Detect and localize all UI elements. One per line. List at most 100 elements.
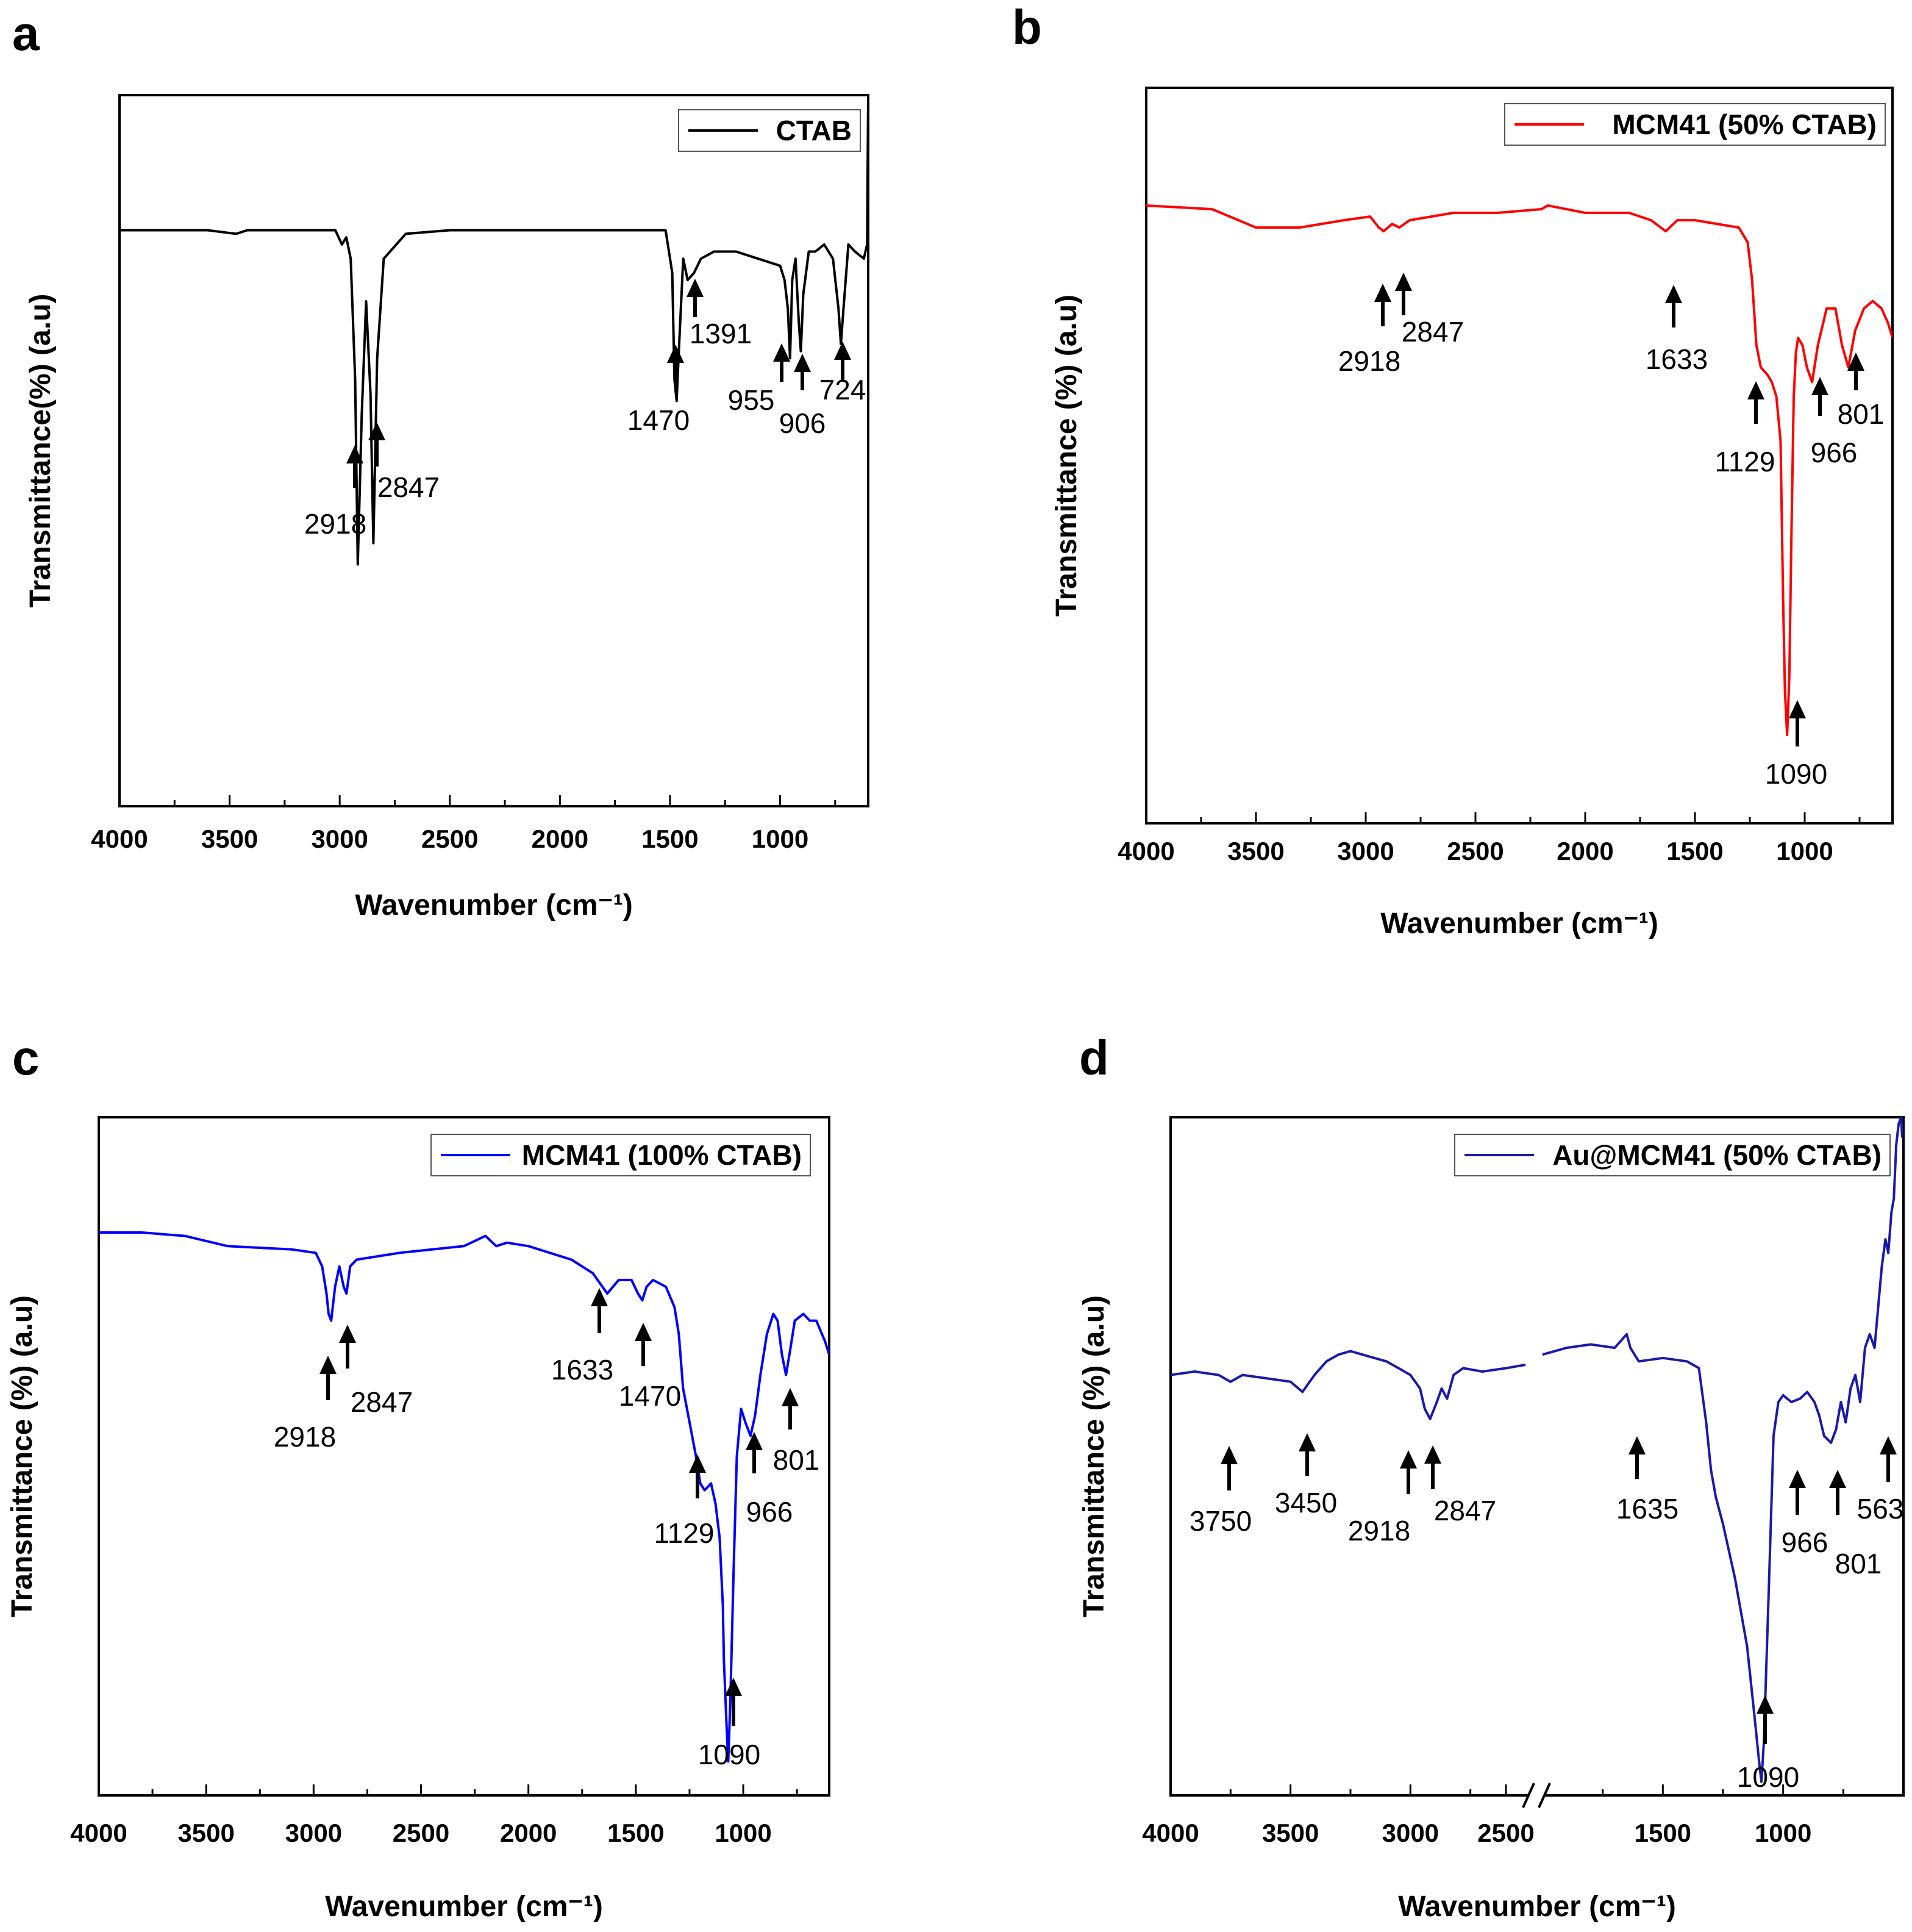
x-tick-label: 3500 — [177, 1819, 234, 1847]
peak-annotation: 966 — [1782, 1470, 1828, 1558]
annotation-arrow-head — [591, 1288, 608, 1306]
x-tick-label: 3000 — [1337, 837, 1394, 865]
peak-label: 2918 — [1348, 1515, 1410, 1547]
peak-label: 966 — [1782, 1526, 1828, 1558]
x-tick-label: 4000 — [70, 1819, 127, 1847]
annotation-arrow-head — [635, 1323, 652, 1341]
series-line — [1171, 1350, 1526, 1420]
panel-b: b 4000 3500 3000 2500 2000 1500 1000 Wavenumber … — [1012, 0, 1894, 940]
legend-label: MCM41 (100% CTAB) — [522, 1139, 802, 1171]
legend: Au@MCM41 (50% CTAB) — [1454, 1134, 1891, 1176]
legend-label: MCM41 (50% CTAB) — [1612, 109, 1877, 140]
peak-annotation: 1129 — [1715, 381, 1775, 478]
peak-label: 3750 — [1190, 1505, 1252, 1537]
x-tick-label: 1500 — [641, 825, 698, 853]
peak-annotation: 2847 — [368, 422, 440, 503]
peak-label: 724 — [819, 374, 866, 406]
axis-break-gap — [1529, 1777, 1544, 1814]
panel-letter: a — [12, 6, 40, 60]
annotation-arrow-head — [746, 1432, 763, 1450]
x-tick-label: 1000 — [752, 825, 808, 853]
x-axis-label: Wavenumber (cm⁻¹) — [1398, 1891, 1676, 1923]
x-tick-label: 3000 — [311, 825, 368, 853]
peak-label: 2918 — [304, 508, 366, 540]
peak-annotation: 1633 — [551, 1288, 613, 1386]
y-axis-label: Transmittance (%) (a.u) — [1051, 295, 1083, 617]
peak-annotation: 955 — [728, 343, 790, 416]
peak-label: 2847 — [1434, 1495, 1496, 1526]
panel-letter: d — [1079, 1031, 1109, 1085]
peak-label: 1090 — [1765, 758, 1827, 790]
peak-annotation: 724 — [819, 342, 866, 406]
x-axis-label: Wavenumber (cm⁻¹) — [1380, 907, 1658, 940]
peak-label: 1090 — [698, 1739, 760, 1770]
peak-annotation: 2918 — [304, 445, 366, 540]
peak-annotation: 1129 — [654, 1454, 714, 1549]
peak-annotation: 2918 — [1338, 284, 1400, 377]
annotation-arrow-head — [1665, 285, 1682, 303]
peak-annotation: 1090 — [1765, 700, 1827, 790]
peak-annotation: 2847 — [1395, 273, 1464, 348]
peak-annotation: 801 — [773, 1388, 819, 1476]
annotation-arrow-head — [725, 1678, 742, 1696]
x-tick-label: 4000 — [91, 825, 148, 853]
legend-label: CTAB — [776, 115, 852, 146]
peak-annotation: 1635 — [1616, 1436, 1678, 1525]
annotation-arrow-head — [689, 1454, 706, 1473]
peak-label: 801 — [1838, 398, 1885, 430]
y-axis-label: Transmittance (%) (a.u) — [6, 1295, 38, 1617]
annotation-arrow-head — [1757, 1695, 1774, 1714]
peak-annotation: 2918 — [274, 1356, 337, 1453]
x-tick-label: 3000 — [1382, 1819, 1439, 1847]
peak-label: 2847 — [377, 471, 440, 503]
peak-annotation: 1391 — [687, 279, 752, 349]
peak-annotation: 2847 — [339, 1325, 413, 1418]
x-tick-label: 1000 — [1776, 837, 1833, 865]
peak-annotation: 906 — [779, 354, 826, 439]
annotation-arrow-head — [368, 422, 385, 440]
plot-frame — [1145, 87, 1894, 825]
x-tick-label: 4000 — [1142, 1819, 1199, 1847]
x-axis-label: Wavenumber (cm⁻¹) — [355, 889, 633, 921]
x-tick-label: 3000 — [285, 1819, 342, 1847]
panel-a: a 4000 3500 3000 2500 2000 1500 1000 Wavenumber … — [12, 6, 869, 921]
peak-label: 3450 — [1275, 1487, 1337, 1519]
peak-annotation: 3450 — [1275, 1433, 1337, 1519]
peak-label: 1633 — [1646, 343, 1708, 375]
peak-annotation: 3750 — [1190, 1446, 1252, 1537]
legend-label: Au@MCM41 (50% CTAB) — [1552, 1139, 1882, 1171]
annotation-arrow-head — [1747, 381, 1764, 399]
panel-letter: c — [12, 1031, 40, 1085]
annotation-arrow-head — [339, 1325, 356, 1343]
peak-annotation: 1470 — [619, 1323, 681, 1412]
annotation-arrow-head — [782, 1388, 799, 1406]
axis-break-mark — [1522, 1783, 1535, 1808]
panel-letter: b — [1012, 0, 1042, 54]
series-line — [99, 1231, 829, 1763]
x-tick-label: 1500 — [607, 1819, 664, 1847]
x-tick-label: 2000 — [500, 1819, 557, 1847]
peak-label: 955 — [728, 384, 775, 416]
annotation-arrow-head — [1847, 352, 1864, 371]
x-tick-label: 1500 — [1635, 1819, 1691, 1847]
plot-frame — [118, 94, 869, 807]
peak-label: 563 — [1857, 1493, 1904, 1525]
x-tick-label: 2500 — [1477, 1819, 1534, 1847]
peak-label: 1470 — [619, 1380, 681, 1412]
peak-annotation: 1633 — [1646, 285, 1708, 375]
annotation-arrow-head — [1424, 1445, 1441, 1464]
peak-label: 1633 — [551, 1354, 613, 1386]
series-line — [1146, 204, 1892, 737]
panel-d: d 4000 3500 3000 2500 1500 1000 Wavenumber (cm⁻… — [1078, 1031, 1905, 1923]
series-line — [1542, 1116, 1903, 1783]
annotation-arrow-head — [773, 343, 790, 362]
legend: MCM41 (100% CTAB) — [430, 1134, 811, 1176]
peak-label: 1090 — [1737, 1761, 1799, 1793]
peak-annotation: 966 — [1811, 377, 1857, 468]
annotation-arrow-head — [1221, 1446, 1238, 1464]
annotation-arrow-head — [1374, 284, 1391, 302]
x-tick-label: 2500 — [393, 1819, 449, 1847]
y-axis-label: Transmittance (%) (a.u) — [1078, 1295, 1110, 1617]
annotation-arrow-head — [1880, 1436, 1897, 1454]
